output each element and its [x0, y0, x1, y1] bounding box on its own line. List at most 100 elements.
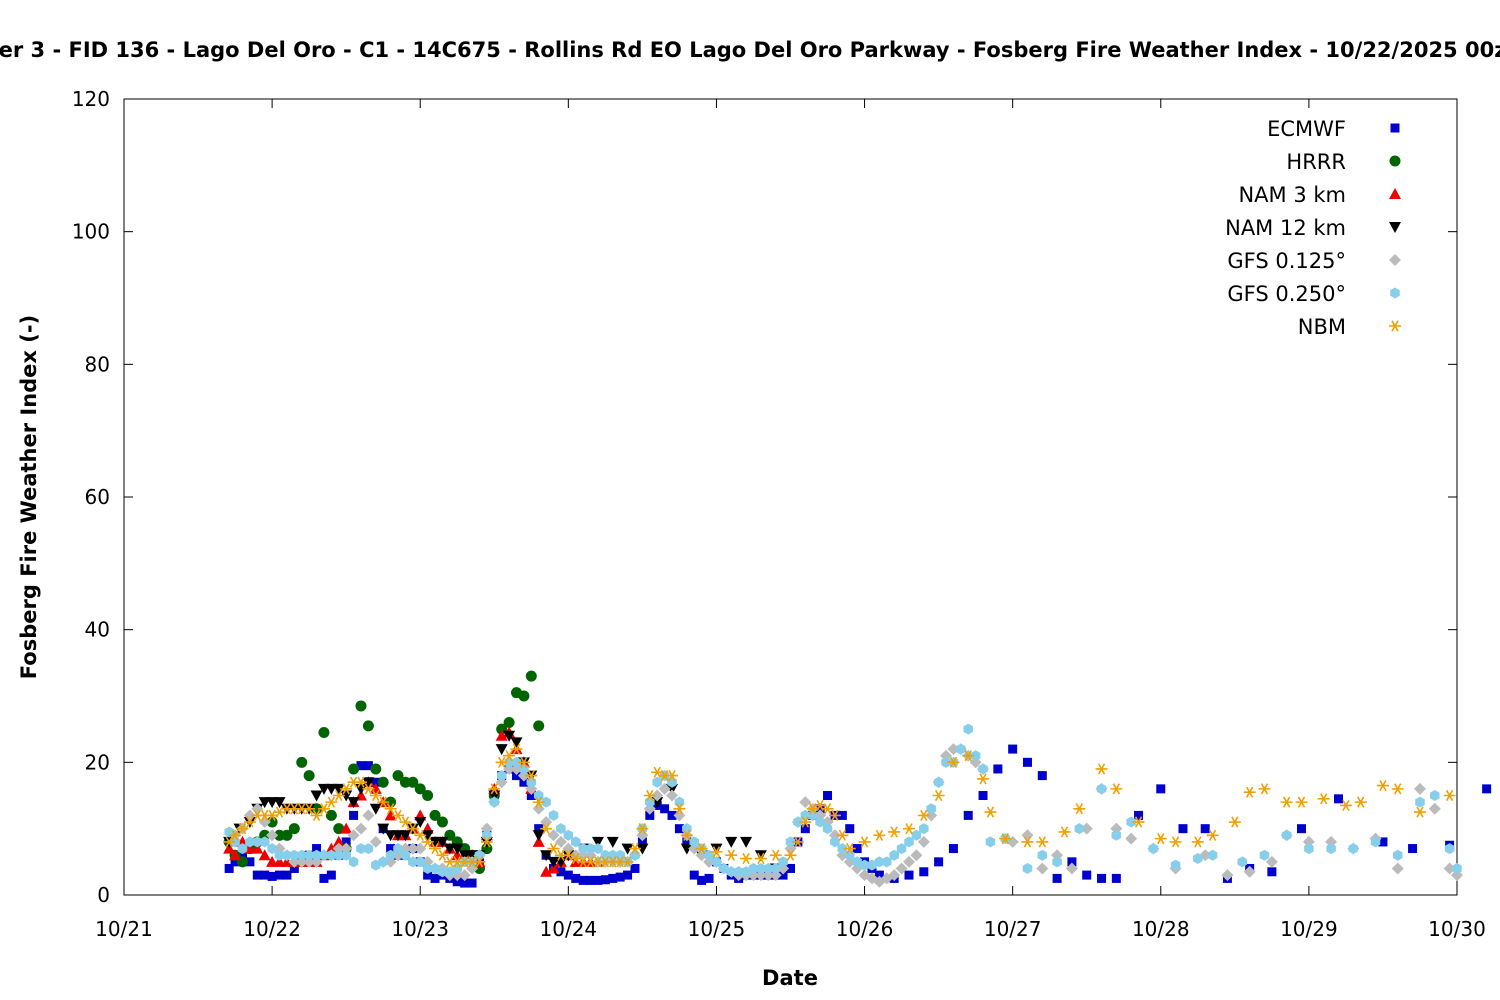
- data-point: [252, 836, 263, 848]
- data-point: [436, 816, 448, 828]
- data-point: [377, 823, 390, 835]
- data-point: [615, 872, 625, 882]
- data-point: [273, 797, 286, 809]
- data-point: [348, 856, 359, 868]
- legend-marker: [1389, 155, 1401, 167]
- y-tick-label: 120: [72, 87, 110, 111]
- data-point: [503, 750, 516, 762]
- data-point: [275, 870, 285, 880]
- data-point: [910, 849, 923, 862]
- data-point: [821, 803, 834, 815]
- data-point: [517, 756, 530, 768]
- data-point: [852, 856, 862, 868]
- data-point: [1191, 836, 1204, 848]
- data-point: [399, 816, 412, 828]
- data-point: [1036, 836, 1049, 848]
- data-point: [593, 843, 603, 855]
- data-point: [651, 789, 664, 802]
- data-point: [637, 837, 647, 847]
- data-point: [895, 862, 908, 875]
- data-point: [223, 836, 236, 848]
- data-point: [882, 856, 892, 868]
- data-point: [828, 809, 841, 821]
- data-point: [325, 796, 338, 808]
- legend-label: GFS 0.250°: [1227, 282, 1346, 306]
- data-point: [1376, 779, 1389, 792]
- data-point: [1221, 869, 1234, 882]
- data-point: [503, 730, 516, 742]
- data-point: [230, 857, 240, 867]
- data-point: [1348, 843, 1359, 855]
- data-point: [666, 789, 679, 802]
- legend: ECMWF HRRR NAM 3 km NAM 12 km GFS 0.125° GFS …: [1225, 117, 1401, 339]
- data-point: [430, 873, 440, 883]
- data-point: [289, 849, 300, 861]
- y-tick-label: 20: [85, 750, 110, 774]
- data-point: [223, 842, 236, 854]
- data-point: [978, 791, 988, 800]
- data-point: [445, 866, 455, 878]
- data-point: [1021, 836, 1034, 848]
- data-point: [1295, 796, 1308, 808]
- data-point: [1111, 829, 1122, 841]
- legend-marker: [1390, 287, 1400, 299]
- data-point: [489, 796, 500, 808]
- data-point: [630, 863, 640, 873]
- data-point: [1169, 836, 1182, 848]
- data-point: [785, 836, 796, 848]
- data-point: [310, 790, 323, 802]
- data-point: [934, 857, 944, 867]
- data-point: [347, 829, 360, 842]
- data-point: [384, 803, 397, 815]
- data-point: [229, 849, 242, 861]
- data-point: [600, 875, 610, 885]
- data-point: [317, 803, 330, 815]
- data-point: [288, 823, 300, 835]
- data-point: [1392, 849, 1403, 861]
- data-point: [332, 835, 345, 847]
- data-point: [252, 870, 262, 880]
- y-tick-label: 80: [85, 352, 110, 376]
- data-point: [495, 729, 508, 741]
- data-point: [332, 783, 345, 795]
- data-point: [511, 756, 522, 768]
- data-point: [578, 875, 588, 885]
- data-point: [586, 875, 596, 885]
- data-point: [1082, 870, 1092, 880]
- data-point: [962, 750, 975, 762]
- data-point: [563, 829, 574, 841]
- data-point: [1156, 784, 1166, 794]
- data-point: [473, 856, 486, 868]
- data-point: [258, 849, 271, 861]
- data-point: [429, 809, 441, 821]
- data-point: [947, 756, 960, 768]
- data-point: [436, 849, 449, 861]
- data-point: [858, 836, 871, 848]
- data-point: [282, 849, 292, 861]
- y-tick-label: 40: [85, 618, 110, 642]
- data-point: [1339, 799, 1352, 812]
- data-point: [325, 842, 338, 854]
- x-tick-label: 10/23: [391, 917, 449, 941]
- data-point: [267, 843, 277, 855]
- data-point: [888, 826, 901, 838]
- data-point: [354, 822, 367, 835]
- data-point: [407, 776, 419, 788]
- data-point: [719, 862, 729, 874]
- data-point: [1334, 794, 1344, 804]
- data-point: [710, 846, 723, 858]
- data-point: [628, 842, 641, 855]
- data-point: [815, 804, 825, 814]
- data-point: [697, 875, 707, 885]
- data-point: [377, 776, 389, 788]
- data-point: [510, 743, 523, 755]
- data-point: [1304, 843, 1314, 855]
- data-point: [526, 791, 536, 800]
- data-point: [852, 844, 862, 854]
- x-tick-label: 10/21: [95, 917, 153, 941]
- legend-marker: [1390, 123, 1400, 133]
- data-point: [1193, 853, 1203, 865]
- data-point: [917, 809, 930, 821]
- data-point: [623, 870, 633, 880]
- data-point: [1391, 862, 1404, 875]
